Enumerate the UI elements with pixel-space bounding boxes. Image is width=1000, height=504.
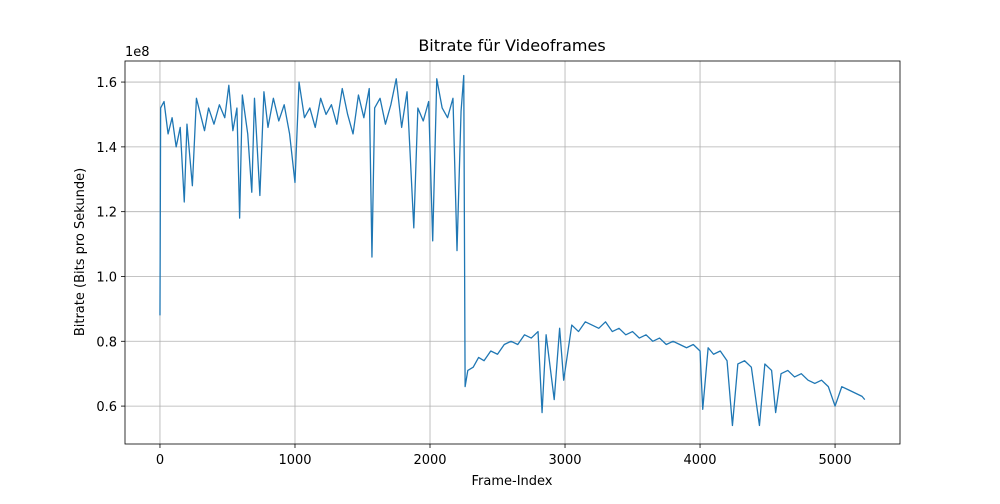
x-tick-label: 5000 — [819, 453, 852, 468]
y-tick-label: 1.6 — [96, 76, 117, 91]
chart-title: Bitrate für Videoframes — [418, 36, 605, 55]
data-line — [159, 74, 866, 427]
x-axis-label: Frame-Index — [472, 474, 553, 489]
grid — [125, 61, 900, 444]
ticks: 0 1000 2000 3000 4000 5000 0.6 0.8 1.0 1.2 1.4 1.6 — [96, 76, 851, 468]
y-offset-label: 1e8 — [125, 45, 150, 60]
y-tick-label: 1.4 — [96, 141, 117, 156]
x-tick-label: 2000 — [413, 453, 446, 468]
y-tick-label: 1.0 — [96, 270, 117, 285]
x-tick-label: 0 — [156, 453, 164, 468]
y-tick-label: 0.6 — [96, 400, 117, 415]
x-tick-label: 3000 — [548, 453, 581, 468]
y-axis-label: Bitrate (Bits pro Sekunde) — [73, 168, 88, 336]
x-tick-label: 4000 — [683, 453, 716, 468]
y-tick-label: 1.2 — [96, 206, 117, 221]
y-tick-label: 0.8 — [96, 335, 117, 350]
x-tick-label: 1000 — [278, 453, 311, 468]
axes-frame — [124, 60, 901, 445]
plot-area — [159, 74, 866, 427]
